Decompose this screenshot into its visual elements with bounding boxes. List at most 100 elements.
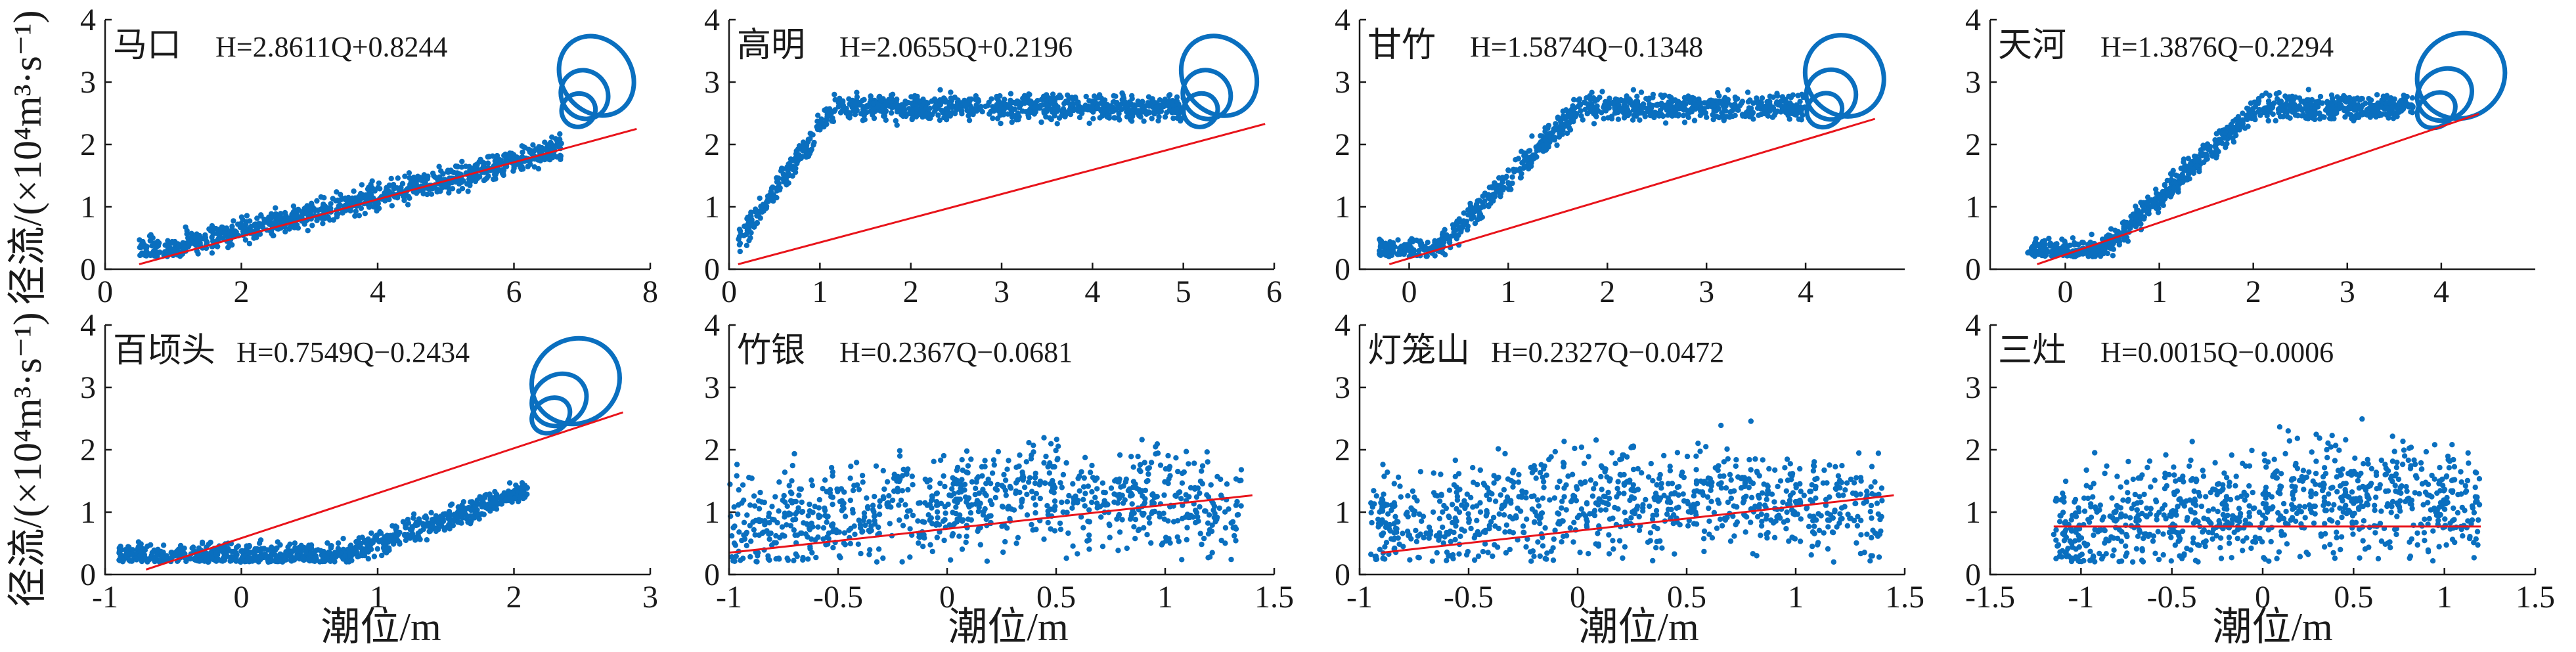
data-point [2121,219,2127,225]
data-point [847,540,854,547]
data-point [1038,119,1044,125]
data-point [1078,109,1084,116]
x-tick-label: 6 [506,274,522,309]
data-point [948,95,954,101]
data-point [948,89,954,95]
data-point [2326,116,2333,121]
data-point [1630,117,1636,123]
data-point [411,515,416,521]
data-point [1155,450,1161,456]
data-point [448,167,454,173]
data-point [1675,113,1681,119]
data-point [546,141,552,147]
data-point [215,236,222,242]
data-point [1654,101,1660,108]
data-point [552,136,559,142]
data-point [361,552,368,559]
data-point [219,225,225,230]
x-tick-label: 5 [1176,274,1191,309]
data-point [150,251,156,257]
data-point [393,524,400,531]
data-point [265,547,271,553]
x-tick-label: 6 [1266,274,1282,309]
data-point [2385,105,2391,111]
y-tick-label: 0 [704,252,720,287]
data-point [347,552,353,557]
data-point [2212,153,2218,159]
data-point [1533,144,1539,150]
data-point [321,203,327,209]
data-point [1094,486,1100,492]
data-point [1057,92,1063,98]
data-point [129,558,135,564]
data-point [1601,102,1607,108]
data-point [1176,101,1182,107]
data-point [447,526,453,532]
data-point [1720,114,1726,120]
data-point [1585,101,1591,107]
data-point [1563,107,1569,113]
data-point [463,511,469,518]
data-point [536,156,542,162]
data-point [493,157,499,163]
data-point [1216,505,1222,511]
data-point [558,156,564,162]
data-point [377,186,383,192]
data-point [1166,99,1172,105]
data-point [860,110,867,116]
y-tick-label: 3 [80,65,96,100]
data-point [2070,253,2077,259]
data-point [2408,109,2414,115]
data-point [888,98,894,104]
data-point [1094,104,1100,110]
data-point [943,510,948,516]
data-point [518,166,524,172]
data-point [1764,98,1770,105]
x-tick-label: 1 [370,580,386,615]
data-point [908,94,914,100]
data-point [1041,435,1047,441]
data-point [510,156,516,162]
data-point [1080,525,1086,531]
data-point [967,510,974,516]
data-point [1195,514,1201,520]
data-point [832,107,838,113]
data-point [439,519,445,525]
data-point [1597,95,1603,100]
data-point [1122,98,1128,105]
data-point [746,238,752,244]
data-point [990,457,997,463]
data-point [935,112,941,118]
data-point [364,541,370,547]
data-point [1114,100,1120,106]
data-point [362,211,368,217]
data-point [314,217,320,223]
data-point [958,100,965,106]
data-point [231,218,236,224]
data-point [1430,244,1436,250]
data-point [2350,115,2356,121]
data-point [520,149,525,156]
data-point [369,178,375,184]
data-point [2342,114,2348,120]
data-point [937,97,943,103]
data-point [2054,248,2060,254]
data-point [1142,104,1147,110]
data-point [2347,99,2353,106]
data-point [309,223,315,228]
data-point [1184,525,1190,531]
data-point [1166,92,1173,98]
data-point [370,538,376,544]
data-point [2116,242,2122,248]
data-point [2224,141,2230,146]
data-point [399,181,406,186]
data-point [1790,92,1796,98]
data-point [778,168,784,174]
data-point [827,108,833,115]
data-point [506,496,512,502]
y-tick-label: 0 [80,557,96,592]
data-point [2157,194,2163,200]
data-point [1002,97,1008,102]
